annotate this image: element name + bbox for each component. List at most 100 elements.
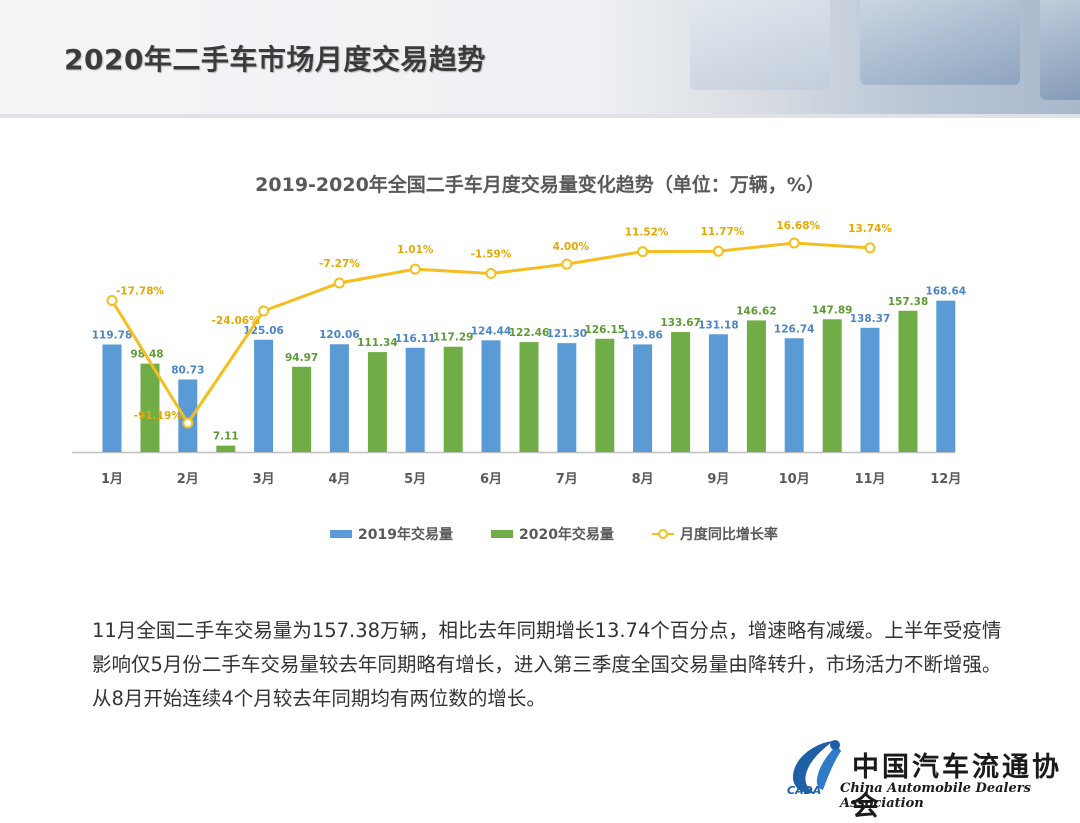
bar-2019 <box>633 344 653 452</box>
legend-label-growth: 月度同比增长率 <box>679 527 778 543</box>
bar-2020 <box>746 320 766 452</box>
decorative-cube <box>860 0 1020 85</box>
bar-label-2019: 168.64 <box>926 286 967 298</box>
bar-2019 <box>405 347 425 452</box>
header-divider <box>0 114 1080 118</box>
growth-label: 11.77% <box>701 226 745 238</box>
legend-label-2020: 2020年交易量 <box>518 527 614 543</box>
x-tick-label: 4月 <box>328 472 350 487</box>
growth-point <box>788 237 800 249</box>
page-title: 2020年二手车市场月度交易趋势 <box>64 43 486 76</box>
bar-label-2020: 133.67 <box>660 317 701 329</box>
bar-label-2019: 138.37 <box>850 313 891 325</box>
x-tick-label: 3月 <box>253 472 275 487</box>
bar-label-2020: 7.11 <box>213 431 239 443</box>
chart-legend: 2019年交易量 2020年交易量 月度同比增长率 <box>330 524 816 544</box>
x-tick-label: 9月 <box>707 472 729 487</box>
growth-point <box>561 258 573 270</box>
bar-label-2020: 122.46 <box>509 327 550 339</box>
bar-2019 <box>329 344 349 452</box>
bar-2020 <box>292 366 312 452</box>
legend-swatch-2019 <box>330 530 352 538</box>
bar-2020 <box>595 338 615 452</box>
legend-item-2019: 2019年交易量 <box>330 524 453 544</box>
x-tick-label: 12月 <box>930 472 961 487</box>
growth-label: -91.19% <box>134 410 183 422</box>
x-tick-label: 2月 <box>177 472 199 487</box>
bar-2019 <box>178 379 198 452</box>
bar-2020 <box>367 352 387 452</box>
legend-item-2020: 2020年交易量 <box>490 524 614 544</box>
description-paragraph: 11月全国二手车交易量为157.38万辆，相比去年同期增长13.74个百分点，增… <box>92 619 1002 710</box>
growth-point <box>485 267 497 279</box>
growth-point <box>106 295 118 307</box>
chart-title: 2019-2020年全国二手车月度交易量变化趋势（单位：万辆，%） <box>255 174 825 196</box>
header-banner <box>0 0 1080 118</box>
bar-2019 <box>557 343 577 452</box>
bar-label-2020: 94.97 <box>285 352 318 364</box>
x-tick-label: 7月 <box>556 472 578 487</box>
legend-item-growth: 月度同比增长率 <box>651 524 778 544</box>
legend-swatch-growth <box>651 529 674 539</box>
growth-point <box>637 246 649 258</box>
x-tick-label: 5月 <box>404 472 426 487</box>
growth-label: 16.68% <box>776 220 820 232</box>
x-tick-label: 1月 <box>101 472 123 487</box>
bar-2019 <box>936 300 956 452</box>
logo-chinese-name: 中国汽车流通协会 <box>852 752 1062 822</box>
growth-point <box>333 277 345 289</box>
bar-2020 <box>140 363 160 452</box>
bar-2020 <box>519 342 539 452</box>
bar-label-2019: 119.86 <box>622 329 663 341</box>
growth-point <box>712 245 724 257</box>
bar-label-2019: 131.18 <box>698 319 739 331</box>
bar-2019 <box>708 334 728 452</box>
growth-label: -24.06% <box>212 315 261 327</box>
growth-label: 4.00% <box>553 241 590 253</box>
bar-label-2020: 111.34 <box>357 337 398 349</box>
growth-label: -1.59% <box>471 248 512 260</box>
bar-label-2019: 120.06 <box>319 329 360 341</box>
growth-label: -7.27% <box>319 258 360 270</box>
decorative-cube <box>1040 0 1080 100</box>
x-tick-label: 6月 <box>480 472 502 487</box>
bar-2019 <box>102 344 122 452</box>
growth-label: 13.74% <box>848 223 892 235</box>
bar-label-2019: 124.44 <box>471 325 512 337</box>
legend-label-2019: 2019年交易量 <box>358 527 453 543</box>
bar-2019 <box>254 339 274 452</box>
bar-label-2020: 117.29 <box>433 332 474 344</box>
bar-label-2020: 126.15 <box>585 324 626 336</box>
growth-point <box>864 242 876 254</box>
x-tick-label: 8月 <box>632 472 654 487</box>
legend-swatch-2020 <box>490 530 513 538</box>
bar-label-2019: 126.74 <box>774 323 815 335</box>
growth-label: 11.52% <box>625 227 669 239</box>
bar-2019 <box>481 340 501 452</box>
bar-2020 <box>443 346 463 452</box>
bar-label-2019: 119.78 <box>92 329 133 341</box>
growth-point <box>182 417 194 429</box>
bar-2019 <box>860 327 880 452</box>
bar-2020 <box>216 445 236 452</box>
growth-point <box>409 263 421 275</box>
logo-abbreviation: CADA <box>787 784 822 797</box>
bar-2020 <box>822 319 842 452</box>
bar-label-2019: 80.73 <box>171 365 204 377</box>
bar-2020 <box>671 332 691 452</box>
bar-label-2019: 121.30 <box>547 328 588 340</box>
cada-logo-icon <box>792 740 841 794</box>
logo-english-name: China Automobile Dealers Association <box>840 781 1031 811</box>
growth-point <box>258 305 270 317</box>
bar-label-2019: 116.11 <box>395 333 436 345</box>
bar-label-2020: 146.62 <box>736 305 777 317</box>
bar-label-2020: 147.89 <box>812 304 853 316</box>
bar-label-2020: 157.38 <box>888 296 929 308</box>
decorative-cube <box>690 0 830 90</box>
x-tick-label: 10月 <box>779 472 810 487</box>
growth-label: 1.01% <box>397 244 434 256</box>
growth-label: -17.78% <box>116 286 165 298</box>
bar-2020 <box>898 310 918 452</box>
x-tick-label: 11月 <box>854 472 885 487</box>
